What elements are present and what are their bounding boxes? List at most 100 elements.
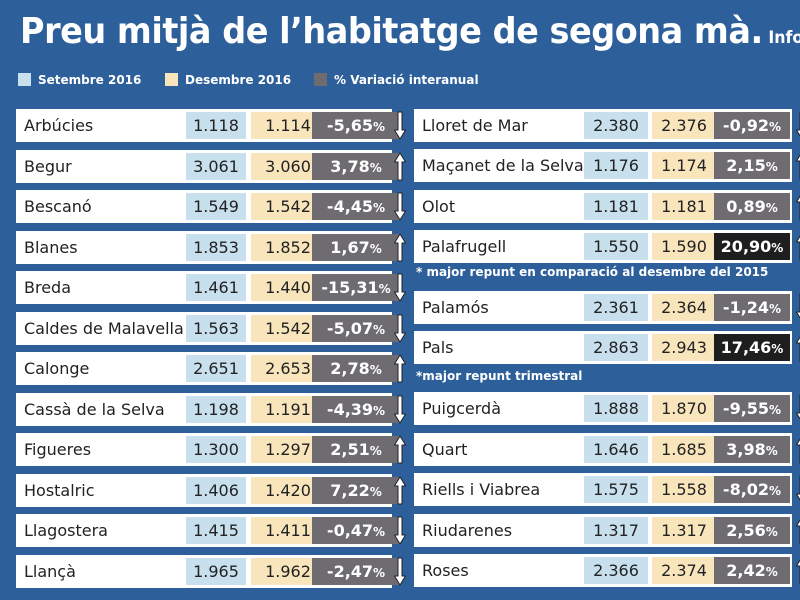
percent-sign: %	[373, 120, 386, 134]
table-row-riells-i-viabrea: Riells i Viabrea 1.575 1.558 -8,02%	[414, 473, 800, 506]
value-variacio: 17,46%	[714, 334, 790, 361]
percent-sign: %	[769, 120, 782, 134]
percent-sign: %	[765, 160, 778, 174]
value-setembre: 1.965	[186, 557, 246, 585]
table-row-calonge: Calonge 2.651 2.653 2,78%	[16, 352, 410, 385]
table-row-cassa-de-la-selva: Cassà de la Selva 1.198 1.191 -4,39%	[16, 392, 410, 426]
table-row-bescano: Bescanó 1.549 1.542 -4,45%	[16, 190, 410, 223]
variacio-number: 2,78	[330, 359, 370, 378]
percent-sign: %	[765, 444, 778, 458]
table-row-olot: Olot 1.181 1.181 0,89%	[414, 190, 800, 223]
table-row-roses: Roses 2.366 2.374 2,42%	[414, 554, 800, 587]
percent-sign: %	[765, 525, 778, 539]
legend-item-variacio: % Variació interanual	[314, 71, 479, 89]
value-variacio: -5,07%	[312, 314, 400, 342]
municipality-name: Arbúcies	[24, 116, 94, 135]
value-setembre: 1.317	[584, 517, 648, 544]
variacio-number: -1,24	[722, 298, 770, 317]
value-variacio: 3,78%	[312, 152, 400, 180]
value-variacio: -0,92%	[714, 112, 790, 139]
municipality-name: Calonge	[24, 359, 90, 378]
municipality-name: Olot	[422, 197, 456, 216]
percent-sign: %	[373, 201, 386, 215]
arrow-down-icon	[394, 192, 406, 221]
percent-sign: %	[765, 201, 778, 215]
arrow-up-icon	[394, 233, 406, 261]
variacio-number: -4,45	[326, 197, 374, 216]
variacio-number: 3,78	[330, 156, 370, 176]
municipality-name: Roses	[422, 561, 469, 580]
municipality-name: Cassà de la Selva	[24, 399, 165, 419]
variacio-number: -15,31	[321, 278, 379, 297]
arrow-down-icon	[394, 111, 406, 140]
table-row-arbucies: Arbúcies 1.118 1.114 -5,65%	[16, 109, 410, 142]
value-setembre: 1.406	[186, 476, 246, 504]
arrow-up-icon	[796, 154, 800, 180]
value-desembre: 1.317	[652, 517, 716, 544]
value-variacio: 1,67%	[312, 233, 400, 261]
value-variacio: -5,65%	[312, 112, 400, 139]
variacio-number: -5,07	[326, 318, 374, 338]
municipality-name: Begur	[24, 156, 72, 176]
variacio-number: 2,15	[726, 156, 766, 175]
percent-sign: %	[769, 484, 782, 498]
table-row-llagostera: Llagostera 1.415 1.411 -0,47%	[16, 514, 410, 547]
table-row-caldes-de-malavella: Caldes de Malavella 1.563 1.542 -5,07%	[16, 311, 410, 345]
table-row-llanca: Llançà 1.965 1.962 -2,47%	[16, 554, 410, 588]
table-row-blanes: Blanes 1.853 1.852 1,67%	[16, 230, 410, 264]
value-setembre: 1.300	[186, 436, 246, 463]
arrow-down-icon	[796, 293, 800, 319]
municipality-name: Blanes	[24, 237, 78, 257]
value-setembre: 3.061	[186, 152, 246, 180]
arrow-up-icon	[394, 435, 406, 464]
variacio-number: 1,67	[330, 237, 370, 257]
note-palafrugell: * major repunt en comparació al desembre…	[416, 265, 769, 279]
municipality-name: Puigcerdà	[422, 399, 502, 418]
variacio-number: 2,56	[726, 521, 766, 540]
variacio-number: -5,65	[326, 116, 374, 135]
value-desembre: 1.870	[652, 395, 716, 422]
municipality-name: Breda	[24, 278, 72, 297]
municipality-name: Riudarenes	[422, 521, 513, 540]
percent-sign: %	[771, 342, 784, 356]
table-row-quart: Quart 1.646 1.685 3,98%	[414, 433, 800, 466]
value-variacio: -9,55%	[714, 395, 790, 422]
percent-sign: %	[369, 484, 382, 499]
value-variacio: 2,42%	[714, 557, 790, 584]
legend-swatch-variacio	[314, 73, 327, 86]
value-variacio: 0,89%	[714, 193, 790, 220]
value-desembre: 1.590	[652, 233, 716, 260]
legend-swatch-desembre	[165, 73, 178, 86]
value-setembre: 1.461	[186, 274, 246, 301]
value-variacio: 2,56%	[714, 517, 790, 544]
variacio-number: 2,42	[726, 561, 766, 580]
value-desembre: 1.181	[652, 193, 716, 220]
municipality-name: Riells i Viabrea	[422, 480, 541, 499]
percent-sign: %	[369, 160, 382, 175]
municipality-name: Palamós	[422, 298, 489, 317]
value-variacio: 2,51%	[312, 436, 400, 463]
municipality-name: Figueres	[24, 440, 92, 459]
percent-sign: %	[765, 565, 778, 579]
value-setembre: 2.863	[584, 334, 648, 361]
variacio-number: 17,46	[720, 338, 772, 357]
value-variacio: -4,39%	[312, 395, 400, 423]
arrow-up-icon	[796, 559, 800, 585]
municipality-name: Caldes de Malavella	[24, 318, 184, 338]
value-setembre: 1.176	[584, 152, 648, 179]
value-variacio: -1,24%	[714, 294, 790, 321]
table-row-puigcerda: Puigcerdà 1.888 1.870 -9,55%	[414, 392, 800, 425]
percent-sign: %	[373, 565, 386, 580]
arrow-up-icon	[796, 438, 800, 464]
table-row-pals: Pals 2.863 2.943 17,46%	[414, 331, 800, 364]
arrow-down-icon	[394, 557, 406, 585]
legend-item-desembre: Desembre 2016	[165, 71, 291, 89]
arrow-up-icon	[796, 195, 800, 221]
percent-sign: %	[769, 302, 782, 316]
table-row-breda: Breda 1.461 1.440 -15,31%	[16, 271, 410, 304]
percent-sign: %	[769, 403, 782, 417]
value-setembre: 1.575	[584, 476, 648, 503]
arrow-up-icon	[394, 354, 406, 383]
value-variacio: 7,22%	[312, 476, 400, 504]
value-variacio: -15,31%	[312, 274, 400, 301]
